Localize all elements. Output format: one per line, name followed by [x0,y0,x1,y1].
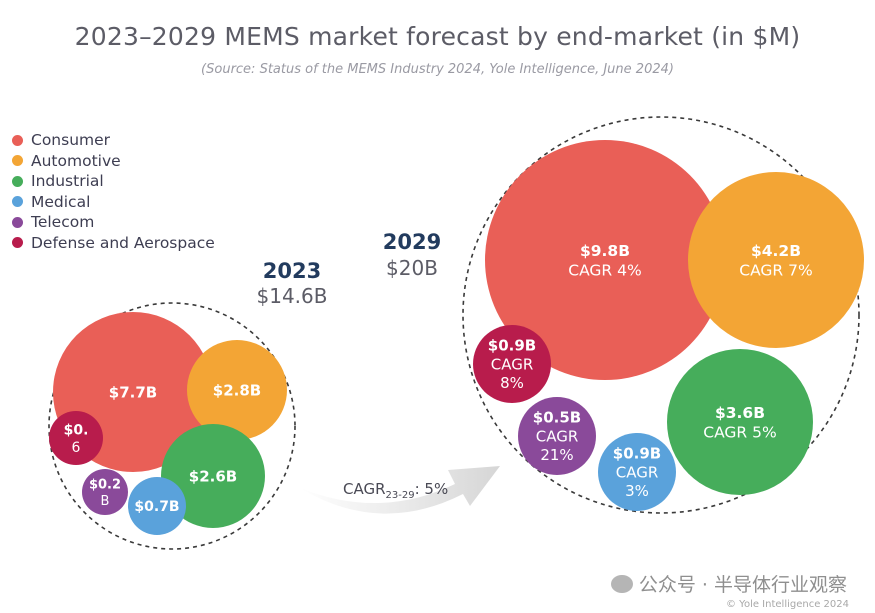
legend-swatch-consumer [12,134,23,146]
bubble-2029-defense-and-aerospace [473,325,551,403]
legend-swatch-defense [12,237,23,249]
bubble-label-2029-medical-line1: $0.9B [613,445,661,463]
bubble-2023-medical [128,477,186,535]
legend-item-medical: Medical [12,192,215,213]
legend-item-industrial: Industrial [12,171,215,192]
bubble-label-2029-defense-and-aerospace-line2: CAGR [491,355,534,373]
legend-label-defense: Defense and Aerospace [31,233,215,252]
legend-swatch-medical [12,196,23,208]
year-label-2023: 2023 [262,259,322,283]
bubble-label-2023-consumer-line1: $7.7B [109,383,157,401]
bubble-2023-telecom [82,469,128,515]
bubble-2029-telecom [518,397,596,475]
bubble-label-2023-telecom-line2: B [101,494,110,509]
bubble-label-2029-medical-line3: 3% [625,482,649,500]
bubble-label-2029-automotive-line1: $4.2B [751,242,801,260]
copyright-text: © Yole Intelligence 2024 [726,599,849,610]
legend: Consumer Automotive Industrial Medical T… [12,130,215,253]
cagr-arrow [300,466,500,514]
bubble-label-2029-defense-and-aerospace-line1: $0.9B [488,337,536,355]
wechat-icon [610,574,633,593]
bubble-label-2029-telecom-line2: CAGR [536,427,579,445]
total-label-2029: $20B [386,256,438,280]
year-label-2029: 2029 [382,230,442,254]
watermark-text: 公众号 · 半导体行业观察 [638,574,847,596]
legend-label-medical: Medical [31,192,91,211]
bubble-label-2023-automotive-line1: $2.8B [213,381,261,399]
legend-item-telecom: Telecom [12,212,215,233]
bubble-label-2029-medical-line2: CAGR [616,463,659,481]
watermark: 公众号 · 半导体行业观察 [610,570,847,597]
bubble-2029-industrial [667,349,813,495]
bubble-label-2023-medical-line1: $0.7B [134,499,179,515]
cagr-label: CAGR23-29: 5% [343,480,448,501]
legend-label-consumer: Consumer [31,131,111,150]
group-frame-2029 [462,116,860,514]
bubble-2029-consumer [485,140,725,380]
group-frame-2023 [48,302,296,550]
bubble-2029-medical [598,433,676,511]
chart-title: 2023–2029 MEMS market forecast by end-ma… [74,22,801,51]
bubble-label-2029-industrial-line2: CAGR 5% [703,423,776,441]
bubble-2023-industrial [161,424,265,528]
bubble-2023-defense-and-aerospace [49,411,103,465]
legend-item-defense: Defense and Aerospace [12,233,215,254]
bubble-label-2023-defense-and-aerospace-line1: $0. [64,422,89,438]
legend-label-telecom: Telecom [31,213,95,232]
bubble-label-2029-consumer-line2: CAGR 4% [568,261,641,279]
bubble-label-2029-telecom-line3: 21% [540,446,573,464]
chart-subtitle: (Source: Status of the MEMS Industry 202… [201,62,674,77]
legend-item-consumer: Consumer [12,130,215,151]
legend-label-automotive: Automotive [31,151,121,170]
bubble-label-2029-automotive-line2: CAGR 7% [739,261,812,279]
legend-item-automotive: Automotive [12,151,215,172]
legend-swatch-telecom [12,216,23,228]
bubble-2029-automotive [688,172,864,348]
bubble-label-2029-defense-and-aerospace-line3: 8% [500,374,524,392]
bubble-2023-automotive [187,340,287,440]
bubble-label-2023-telecom-line1: $0.2 [89,478,121,493]
bubble-label-2029-telecom-line1: $0.5B [533,409,581,427]
bubble-label-2029-industrial-line1: $3.6B [715,404,765,422]
bubble-label-2023-industrial-line1: $2.6B [189,467,237,485]
legend-label-industrial: Industrial [31,172,104,191]
total-label-2023: $14.6B [256,284,328,308]
legend-swatch-industrial [12,175,23,187]
bubble-label-2023-defense-and-aerospace-line2: 6 [72,440,81,456]
bubble-label-2029-consumer-line1: $9.8B [580,242,630,260]
legend-swatch-automotive [12,155,23,167]
